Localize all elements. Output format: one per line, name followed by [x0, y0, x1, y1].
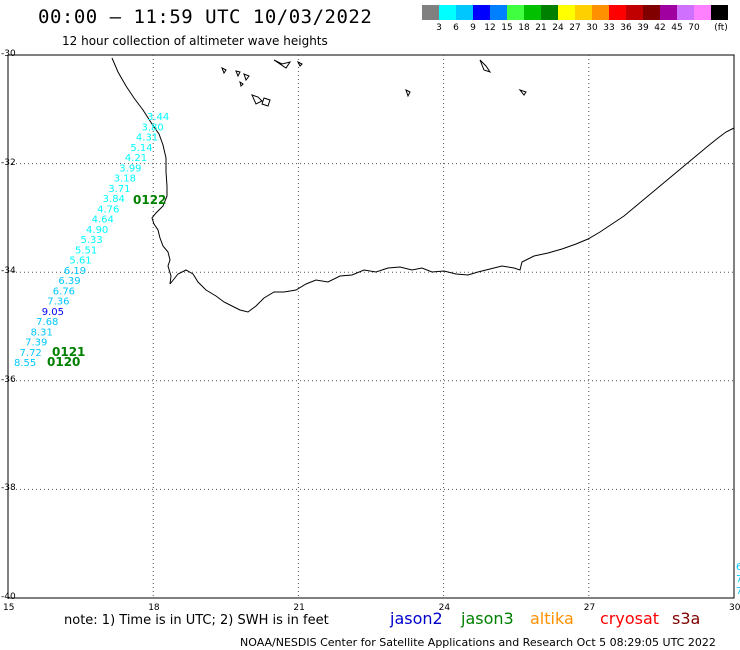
- satellite-name: cryosat: [600, 609, 660, 628]
- scale-unit: (ft): [714, 23, 728, 33]
- satellite-name: s3a: [672, 609, 701, 628]
- lon-tick-label: 15: [3, 603, 15, 613]
- west-coastline: [111, 57, 172, 285]
- wave-height-label: 7.39: [25, 338, 47, 349]
- wave-height-label: 7.68: [36, 317, 58, 328]
- pass-time-label: 0120: [47, 355, 80, 369]
- scale-swatch: [626, 5, 643, 20]
- scale-swatch: [422, 5, 439, 20]
- scale-swatch: [524, 5, 541, 20]
- lon-tick-label: 21: [293, 603, 305, 613]
- scale-swatch: [575, 5, 592, 20]
- wave-height-label: 3.18: [114, 174, 136, 185]
- scale-label: 45: [671, 23, 683, 33]
- edge-wave-label: 7: [736, 586, 740, 597]
- scale-swatch: [643, 5, 660, 20]
- lon-tick-label: 30: [729, 603, 740, 613]
- map-frame: [7, 54, 735, 599]
- scale-label: 6: [453, 23, 459, 33]
- map-title: 00:00 – 11:59 UTC 10/03/2022: [38, 6, 373, 28]
- wave-height-label: 3.99: [119, 163, 141, 174]
- satellite-name: altika: [530, 609, 574, 628]
- lon-tick-label: 27: [583, 603, 596, 613]
- lat-tick-label: -34: [1, 266, 16, 277]
- scale-label: 70: [688, 23, 700, 33]
- scale-swatch: [677, 5, 694, 20]
- scale-label: 24: [552, 23, 564, 33]
- wave-height-label: 6.76: [53, 286, 75, 297]
- wave-height-label: 3.80: [141, 122, 163, 133]
- scale-swatch: [490, 5, 507, 20]
- wave-height-label: 8.31: [31, 327, 53, 338]
- scale-swatch: [711, 5, 728, 20]
- wave-height-label: 7.36: [47, 297, 69, 308]
- scale-label: 21: [535, 23, 547, 33]
- wave-height-label: 4.64: [92, 215, 114, 226]
- pass-time-label: 0121: [52, 345, 85, 359]
- scale-swatch: [558, 5, 575, 20]
- scale-label: 33: [603, 23, 615, 33]
- scale-label: 36: [620, 23, 632, 33]
- lon-tick-label: 24: [438, 603, 451, 613]
- south-coastline: [169, 127, 735, 313]
- satellite-name: jason3: [461, 609, 514, 628]
- map-grid: [8, 55, 734, 598]
- wave-height-label: 4.76: [97, 204, 119, 215]
- wave-height-label: 6.39: [58, 276, 80, 287]
- wave-height-label: 6.19: [64, 266, 86, 277]
- scale-swatch: [541, 5, 558, 20]
- scale-swatch: [660, 5, 677, 20]
- scale-label: 27: [569, 23, 581, 33]
- lon-tick-label: 18: [148, 603, 160, 613]
- edge-wave-label: 7: [736, 574, 740, 585]
- scale-swatch: [694, 5, 711, 20]
- wave-height-label: 4.90: [86, 225, 108, 236]
- scale-swatch: [473, 5, 490, 20]
- pass-time-label: 0122: [133, 193, 166, 207]
- scale-swatch: [592, 5, 609, 20]
- footer-credit: NOAA/NESDIS Center for Satellite Applica…: [240, 636, 716, 649]
- wave-height-label: 3.44: [147, 112, 169, 123]
- wave-height-label: 4.21: [125, 153, 147, 164]
- wave-height-label: 9.05: [42, 307, 64, 318]
- scale-label: 39: [637, 23, 649, 33]
- lat-tick-label: -32: [1, 157, 16, 168]
- scale-label: 3: [436, 23, 442, 33]
- scale-swatch: [507, 5, 524, 20]
- edge-wave-label: 6: [736, 562, 740, 573]
- lat-tick-label: -30: [1, 49, 16, 59]
- lat-tick-label: -36: [1, 374, 16, 385]
- wave-height-label: 5.51: [75, 245, 97, 256]
- islands: [221, 59, 527, 107]
- lat-tick-label: -40: [1, 592, 16, 602]
- wave-height-label: 5.14: [130, 143, 152, 154]
- scale-label: 12: [484, 23, 496, 33]
- wave-height-label: 8.55: [14, 358, 36, 369]
- lat-tick-label: -38: [1, 483, 16, 494]
- wave-height-label: 3.84: [103, 194, 125, 205]
- wave-height-label: 3.71: [108, 184, 130, 195]
- wave-height-label: 7.72: [20, 348, 42, 359]
- wave-height-label: 5.61: [69, 256, 91, 267]
- satellite-name: jason2: [390, 609, 443, 628]
- scale-label: 18: [518, 23, 530, 33]
- scale-swatch: [456, 5, 473, 20]
- scale-label: 42: [654, 23, 666, 33]
- footer-note: note: 1) Time is in UTC; 2) SWH is in fe…: [64, 613, 329, 628]
- wave-height-label: 4.31: [136, 133, 158, 144]
- scale-label: 30: [586, 23, 598, 33]
- scale-swatch: [609, 5, 626, 20]
- map-subtitle: 12 hour collection of altimeter wave hei…: [62, 34, 328, 48]
- scale-swatch: [439, 5, 456, 20]
- scale-label: 9: [470, 23, 476, 33]
- wave-height-label: 5.33: [81, 235, 103, 246]
- scale-label: 15: [501, 23, 513, 33]
